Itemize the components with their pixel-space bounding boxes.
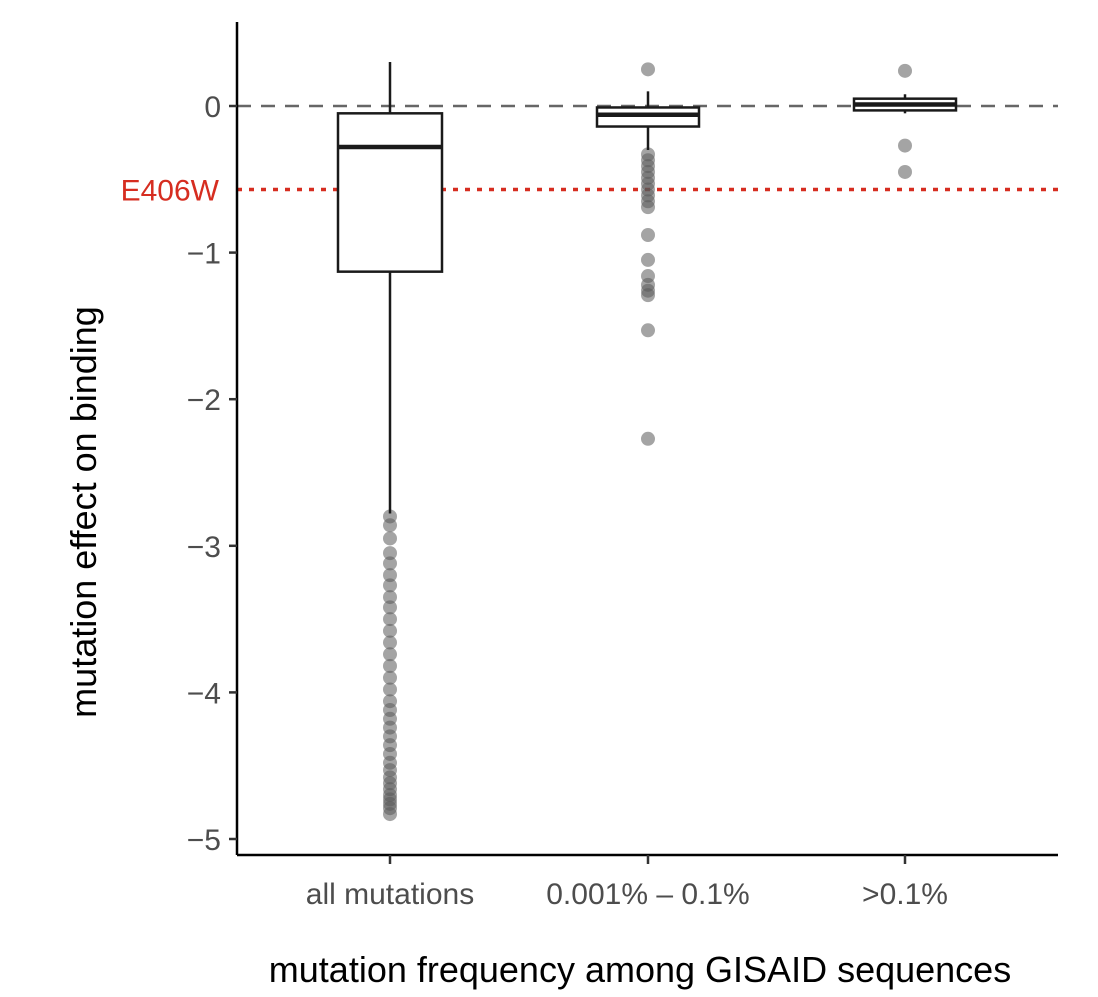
- outlier-point: [383, 556, 397, 571]
- outlier-point: [383, 659, 397, 674]
- outlier-point: [383, 807, 397, 822]
- y-tick-label: −1: [187, 238, 221, 271]
- y-axis-title: mutation effect on binding: [63, 306, 104, 718]
- y-tick-label: −5: [187, 824, 221, 857]
- outlier-point: [898, 63, 912, 78]
- x-axis-title: mutation frequency among GISAID sequence…: [269, 949, 1011, 990]
- outlier-point: [383, 590, 397, 605]
- outlier-point: [898, 138, 912, 153]
- y-tick-label: −3: [187, 531, 221, 564]
- outlier-point: [641, 323, 655, 338]
- y-tick-label: 0: [204, 91, 221, 124]
- box-1: [595, 62, 701, 446]
- y-tick-label: −4: [187, 677, 221, 710]
- outlier-point: [383, 623, 397, 638]
- outlier-point: [383, 531, 397, 546]
- x-tick-label: 0.001% – 0.1%: [546, 878, 749, 911]
- outlier-point: [383, 600, 397, 615]
- outlier-point: [383, 670, 397, 685]
- outlier-point: [383, 568, 397, 583]
- box-0: [336, 62, 444, 822]
- box-body: [336, 112, 444, 273]
- axes: 0 −1 −2 −3 −4 −5 all mutations 0.001% – 0.1% >0.…: [187, 22, 1058, 911]
- outlier-point: [383, 612, 397, 627]
- outlier-point: [898, 164, 912, 179]
- outlier-point: [383, 682, 397, 697]
- box-layer: [336, 62, 958, 822]
- outlier-point: [641, 200, 655, 215]
- x-tick-label: all mutations: [306, 878, 474, 911]
- outlier-point: [383, 647, 397, 662]
- outlier-point: [641, 62, 655, 77]
- box-2: [852, 63, 958, 179]
- outlier-point: [641, 288, 655, 303]
- outlier-point: [383, 518, 397, 533]
- outlier-point: [641, 252, 655, 267]
- y-tick-label: −2: [187, 384, 221, 417]
- reference-line-label: E406W: [121, 175, 220, 208]
- reference-lines: E406W: [121, 104, 1058, 208]
- outlier-point: [641, 431, 655, 446]
- outlier-point: [383, 578, 397, 593]
- outlier-point: [383, 546, 397, 561]
- outlier-point: [641, 228, 655, 243]
- outlier-point: [383, 635, 397, 650]
- x-tick-label: >0.1%: [862, 878, 948, 911]
